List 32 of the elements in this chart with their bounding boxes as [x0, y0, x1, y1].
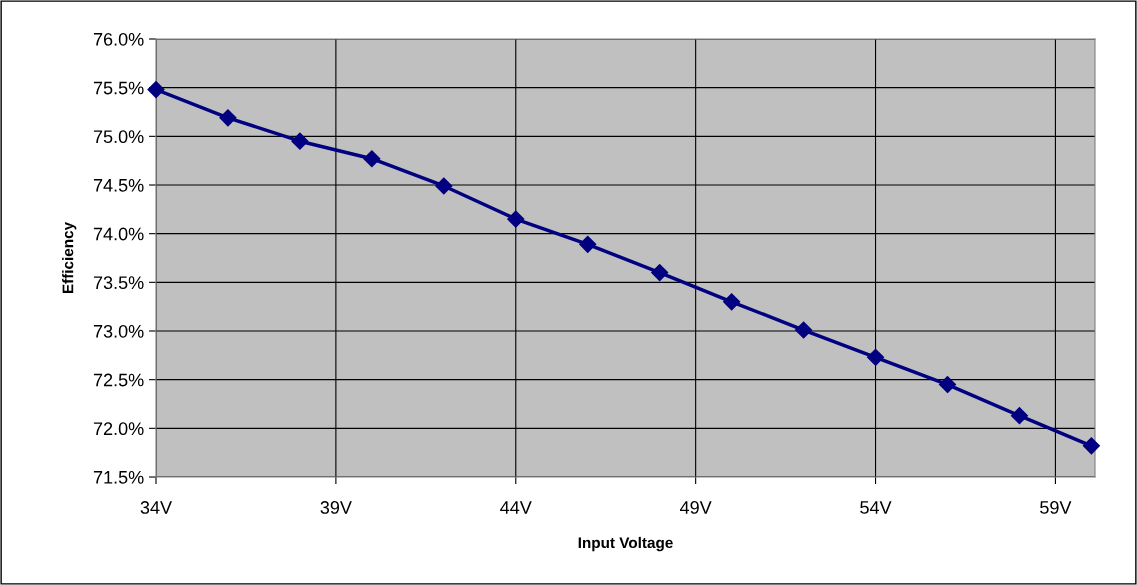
y-tick-label: 73.0%	[93, 324, 144, 338]
y-tick-label: 73.5%	[93, 276, 144, 290]
x-tick-label: 54V	[860, 501, 892, 514]
y-tick-label: 71.5%	[93, 471, 144, 484]
y-tick-label: 72.0%	[93, 422, 144, 436]
point	[363, 150, 381, 168]
point	[1082, 437, 1100, 455]
y-tick-label: 76.0%	[93, 32, 144, 46]
y-tick-label: 74.5%	[93, 179, 144, 192]
x-tick-label: 44V	[500, 501, 532, 514]
x-tick-label: 34V	[140, 501, 172, 514]
point	[579, 235, 597, 253]
y-tick-label: 75.5%	[93, 81, 144, 95]
point	[723, 293, 741, 311]
point	[651, 264, 669, 282]
y-tick-label: 72.5%	[93, 373, 144, 387]
point	[507, 210, 525, 228]
point	[1010, 407, 1029, 425]
point	[219, 109, 237, 127]
point	[147, 81, 165, 99]
x-tick-label: 39V	[320, 501, 352, 514]
point	[435, 177, 453, 195]
x-tick-label: 49V	[680, 501, 712, 514]
point	[938, 375, 957, 394]
point	[795, 321, 813, 339]
point	[866, 348, 885, 366]
x-tick-label: 59V	[1040, 501, 1072, 514]
point	[291, 132, 309, 150]
y-axis-title: Efficiency	[62, 221, 77, 294]
y-tick-label: 74.0%	[93, 227, 144, 241]
y-tick-label: 75.0%	[93, 130, 144, 144]
x-axis-title: Input Voltage	[578, 536, 673, 552]
